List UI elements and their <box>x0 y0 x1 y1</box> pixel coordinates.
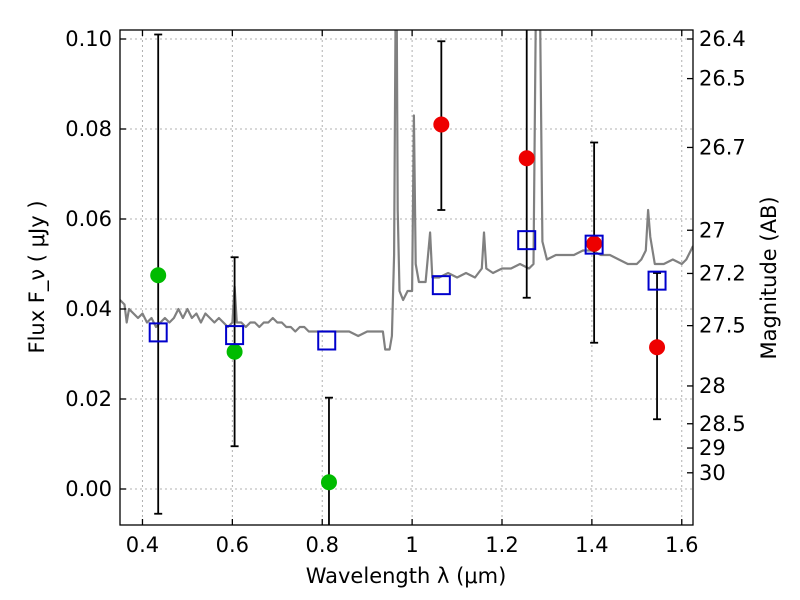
data-point <box>150 267 167 284</box>
y-tick-label: 0.02 <box>65 387 112 411</box>
x-tick-label: 1.2 <box>485 533 518 557</box>
data-point <box>320 474 337 491</box>
model-point <box>431 275 451 296</box>
right-tick-label: 27 <box>699 218 726 242</box>
data-point <box>433 116 450 133</box>
right-tick-label: 26.4 <box>699 27 746 51</box>
data-point <box>649 339 666 356</box>
grid <box>120 30 693 525</box>
right-tick-label: 29 <box>699 436 726 460</box>
y-tick-label: 0.08 <box>65 117 112 141</box>
data-point <box>518 150 535 167</box>
model-point <box>225 325 245 346</box>
y-tick-label: 0.04 <box>65 297 112 321</box>
model-point <box>517 230 537 251</box>
plot-area <box>120 30 693 525</box>
x-tick-label: 1 <box>405 533 418 557</box>
spectrum-line <box>120 30 693 351</box>
right-tick-label: 28 <box>699 374 726 398</box>
right-tick-label: 30 <box>699 461 726 485</box>
plot-frame <box>119 29 694 526</box>
x-tick-label: 0.8 <box>306 533 339 557</box>
right-tick-label: 27.2 <box>699 261 746 285</box>
y-axis-label: Flux F_ν ( μJy ) <box>25 200 50 353</box>
y-tick-label: 0.06 <box>65 207 112 231</box>
right-tick-label: 26.5 <box>699 67 746 91</box>
x-tick-label: 0.4 <box>126 533 159 557</box>
data-point <box>226 343 243 360</box>
x-tick-label: 1.4 <box>575 533 608 557</box>
model-point <box>647 270 667 291</box>
y-tick-label: 0.10 <box>65 27 112 51</box>
data-point <box>586 235 603 252</box>
right-tick-label: 26.7 <box>699 135 746 159</box>
y-tick-label: 0.00 <box>65 477 112 501</box>
axis-ticks: 0.4 0.6 0.8 1 1.2 1.4 1.6 0.00 0.02 0.04 0.06 0.08 0… <box>65 27 746 557</box>
x-axis-label: Wavelength λ (μm) <box>306 564 507 588</box>
model-point <box>148 322 168 343</box>
x-tick-label: 1.6 <box>665 533 698 557</box>
model-point <box>584 234 604 255</box>
right-tick-label: 27.5 <box>699 314 746 338</box>
model-point <box>317 330 337 351</box>
right-axis-label: Magnitude (AB) <box>757 196 781 359</box>
right-tick-label: 28.5 <box>699 412 746 436</box>
x-tick-label: 0.6 <box>216 533 249 557</box>
